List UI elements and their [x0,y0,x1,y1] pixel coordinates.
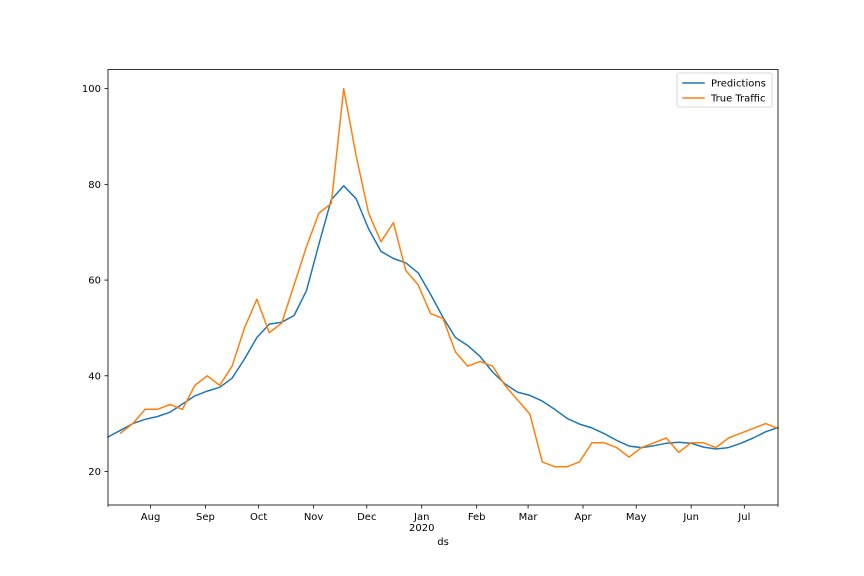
x-tick-label: Sep [196,512,215,523]
x-tick-label: Mar [519,512,539,523]
legend-label-predictions: Predictions [711,79,766,90]
y-tick-label: 40 [88,371,101,382]
plot-frame [107,69,779,506]
x-tick-label: Jan [413,512,429,523]
series-line-predictions [106,185,779,450]
legend-label-true-traffic: True Traffic [710,94,765,105]
x-tick-label: Oct [250,512,267,523]
x-tick-label: Nov [304,512,324,523]
y-tick-label: 20 [88,467,101,478]
y-tick-label: 60 [88,276,101,287]
x-tick-year-label: 2020 [409,523,434,534]
x-tick-label: Dec [357,512,376,523]
series-layer [106,87,779,468]
x-tick-label: Jul [737,512,750,523]
series-line-true-traffic [119,87,779,468]
x-tick-label: Aug [141,512,161,523]
y-tick-label: 100 [82,84,101,95]
legend: Predictions True Traffic [676,72,773,108]
x-tick-label: Feb [468,512,486,523]
x-tick-label: Jun [682,512,699,523]
x-axis-title: ds [437,537,449,548]
y-tick-label: 80 [88,180,101,191]
x-tick-label: Apr [574,512,592,523]
x-tick-label: May [626,512,647,523]
y-axis: 20 40 60 80 100 [82,84,108,478]
